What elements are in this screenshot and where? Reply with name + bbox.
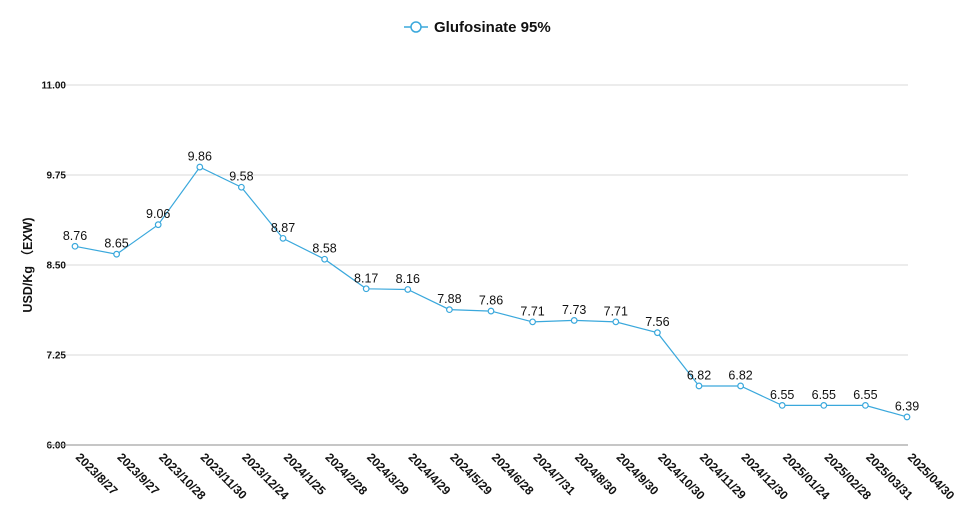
data-point	[487, 307, 495, 315]
data-label: 8.76	[63, 229, 87, 243]
y-axis-ticks: 11.00 9.75 8.50 7.25 6.00	[42, 81, 67, 452]
series-line	[74, 166, 908, 418]
data-point	[321, 255, 329, 263]
data-label: 6.55	[853, 388, 877, 402]
x-tick-label: 2024/5/29	[447, 450, 495, 498]
data-label: 7.71	[604, 304, 628, 318]
x-tick-label: 2024/4/29	[406, 450, 454, 498]
data-point	[820, 402, 828, 409]
data-label: 7.73	[562, 303, 586, 317]
y-axis-label: USD/Kg （EXW)	[20, 217, 35, 312]
data-label: 7.88	[437, 292, 461, 306]
data-label: 9.06	[146, 207, 170, 221]
y-tick-label: 8.50	[47, 261, 67, 272]
y-tick-label: 9.75	[47, 171, 67, 182]
data-label: 8.65	[104, 237, 128, 251]
data-label: 7.71	[520, 304, 544, 318]
data-label: 6.82	[728, 368, 752, 382]
data-label: 8.58	[312, 242, 336, 256]
data-point	[362, 285, 370, 293]
data-point	[113, 250, 120, 258]
y-tick-label: 11.00	[42, 81, 67, 92]
data-label: 9.58	[229, 170, 253, 184]
x-axis-ticks: 2023/8/272023/9/272023/10/282023/11/3020…	[73, 450, 958, 503]
x-tick-label: 2024/9/30	[614, 450, 662, 498]
x-tick-label: 2024/7/31	[530, 450, 578, 498]
data-point	[778, 402, 786, 409]
data-point	[654, 329, 661, 337]
x-tick-label: 2024/2/28	[322, 450, 370, 498]
data-labels: 8.76 8.65 9.06 9.86 9.58 8.87 8.58 8.17 8.16 7.88…	[63, 150, 919, 414]
data-point	[570, 317, 578, 324]
data-label: 7.56	[645, 315, 669, 329]
data-point	[737, 382, 744, 390]
legend-label: Glufosinate 95%	[434, 19, 551, 36]
data-label: 8.17	[354, 271, 378, 285]
data-point	[529, 318, 536, 326]
gridlines	[47, 84, 908, 356]
x-tick-label: 2024/8/30	[572, 450, 620, 498]
data-point	[196, 163, 204, 171]
data-point	[237, 183, 245, 191]
data-point	[903, 413, 911, 421]
data-point	[404, 286, 412, 293]
data-point	[71, 242, 79, 250]
x-tick-label: 2023/8/27	[73, 450, 121, 498]
y-tick-label: 6.00	[47, 441, 67, 452]
y-tick-label: 7.25	[47, 351, 67, 362]
data-point	[862, 402, 869, 409]
data-point	[154, 221, 162, 229]
data-label: 6.55	[770, 388, 794, 402]
data-label: 8.87	[271, 221, 295, 235]
x-tick-label: 2023/9/27	[114, 450, 162, 498]
data-label: 6.55	[812, 388, 836, 402]
data-label: 6.82	[687, 368, 711, 382]
legend-circle-icon	[410, 21, 422, 33]
data-label: 7.86	[479, 294, 503, 308]
series-glufosinate	[71, 163, 911, 421]
x-tick-label: 2024/6/28	[489, 450, 537, 498]
data-point	[695, 382, 703, 390]
x-tick-label: 2024/3/29	[364, 450, 412, 498]
data-point	[279, 234, 287, 242]
chart-legend: Glufosinate 95%	[404, 19, 551, 36]
data-label: 6.39	[895, 399, 919, 413]
data-label: 8.16	[396, 272, 420, 286]
data-point	[612, 318, 620, 326]
data-label: 9.86	[188, 150, 212, 164]
data-point	[446, 306, 453, 314]
